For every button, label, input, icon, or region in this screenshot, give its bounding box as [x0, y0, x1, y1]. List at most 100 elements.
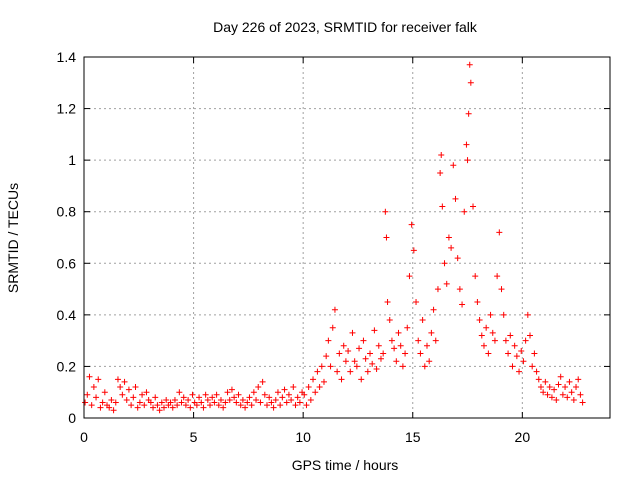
- data-point: [467, 79, 474, 86]
- data-point: [439, 203, 446, 210]
- data-point: [388, 337, 395, 344]
- x-axis-title: GPS time / hours: [292, 457, 399, 473]
- x-tick-label: 10: [295, 429, 311, 445]
- data-point: [106, 404, 113, 411]
- data-point: [472, 273, 479, 280]
- x-tick-labels: 0 5 10 15 20: [80, 429, 530, 445]
- data-point: [130, 394, 137, 401]
- data-point: [402, 350, 409, 357]
- data-point: [217, 396, 224, 403]
- data-point: [139, 391, 146, 398]
- data-point: [277, 402, 284, 409]
- data-point: [364, 368, 371, 375]
- data-point: [423, 342, 430, 349]
- data-point: [211, 399, 218, 406]
- data-point: [509, 363, 516, 370]
- data-point: [478, 332, 485, 339]
- data-point: [413, 298, 420, 305]
- data-point: [470, 203, 477, 210]
- data-point: [393, 358, 400, 365]
- data-point: [154, 402, 161, 409]
- data-point: [557, 373, 564, 380]
- data-point: [119, 391, 126, 398]
- data-point: [410, 247, 417, 254]
- data-point: [294, 394, 301, 401]
- data-point: [114, 376, 121, 383]
- data-point: [485, 350, 492, 357]
- data-point: [559, 391, 566, 398]
- data-point: [180, 394, 187, 401]
- data-point: [224, 389, 231, 396]
- data-point: [187, 404, 194, 411]
- data-point: [182, 402, 189, 409]
- data-point: [97, 404, 104, 411]
- data-point: [239, 396, 246, 403]
- data-point: [312, 389, 319, 396]
- data-point: [290, 384, 297, 391]
- data-point: [448, 244, 455, 251]
- data-point: [434, 286, 441, 293]
- data-point: [351, 358, 358, 365]
- data-point: [178, 399, 185, 406]
- data-point: [377, 355, 384, 362]
- data-point: [579, 399, 586, 406]
- data-point: [314, 368, 321, 375]
- data-point: [110, 407, 117, 414]
- x-tick-label: 0: [80, 429, 88, 445]
- data-point: [380, 350, 387, 357]
- grid: [84, 57, 610, 418]
- data-point: [320, 378, 327, 385]
- data-point: [283, 399, 290, 406]
- data-point: [125, 386, 132, 393]
- data-point: [152, 394, 159, 401]
- data-point: [158, 399, 165, 406]
- data-point: [200, 404, 207, 411]
- y-tick-label: 0: [68, 410, 76, 426]
- data-point: [215, 402, 222, 409]
- data-point: [430, 306, 437, 313]
- data-point: [450, 162, 457, 169]
- data-point: [207, 402, 214, 409]
- data-point: [347, 368, 354, 375]
- data-point: [327, 363, 334, 370]
- data-point: [88, 402, 95, 409]
- data-point: [358, 376, 365, 383]
- data-point: [128, 402, 135, 409]
- data-point: [573, 384, 580, 391]
- data-point: [307, 396, 314, 403]
- data-point: [513, 353, 520, 360]
- data-point: [476, 317, 483, 324]
- data-point: [112, 399, 119, 406]
- data-point: [474, 298, 481, 305]
- data-point: [456, 286, 463, 293]
- data-point: [303, 402, 310, 409]
- data-point: [244, 399, 251, 406]
- data-point: [99, 399, 106, 406]
- data-point: [196, 394, 203, 401]
- data-point: [272, 396, 279, 403]
- data-point: [537, 384, 544, 391]
- data-point: [502, 337, 509, 344]
- data-point: [383, 234, 390, 241]
- data-point: [292, 402, 299, 409]
- data-point: [529, 363, 536, 370]
- data-point: [246, 394, 253, 401]
- data-point: [496, 229, 503, 236]
- data-point: [242, 404, 249, 411]
- data-point: [108, 396, 115, 403]
- data-point: [507, 332, 514, 339]
- y-tick-label: 1.4: [57, 49, 77, 65]
- data-point: [318, 363, 325, 370]
- data-point: [169, 404, 176, 411]
- data-point: [438, 151, 445, 158]
- data-point: [441, 260, 448, 267]
- data-point: [331, 306, 338, 313]
- data-point: [101, 389, 108, 396]
- plot-frame: [83, 56, 611, 419]
- data-point: [266, 394, 273, 401]
- data-point: [345, 347, 352, 354]
- data-point: [520, 358, 527, 365]
- data-point: [367, 350, 374, 357]
